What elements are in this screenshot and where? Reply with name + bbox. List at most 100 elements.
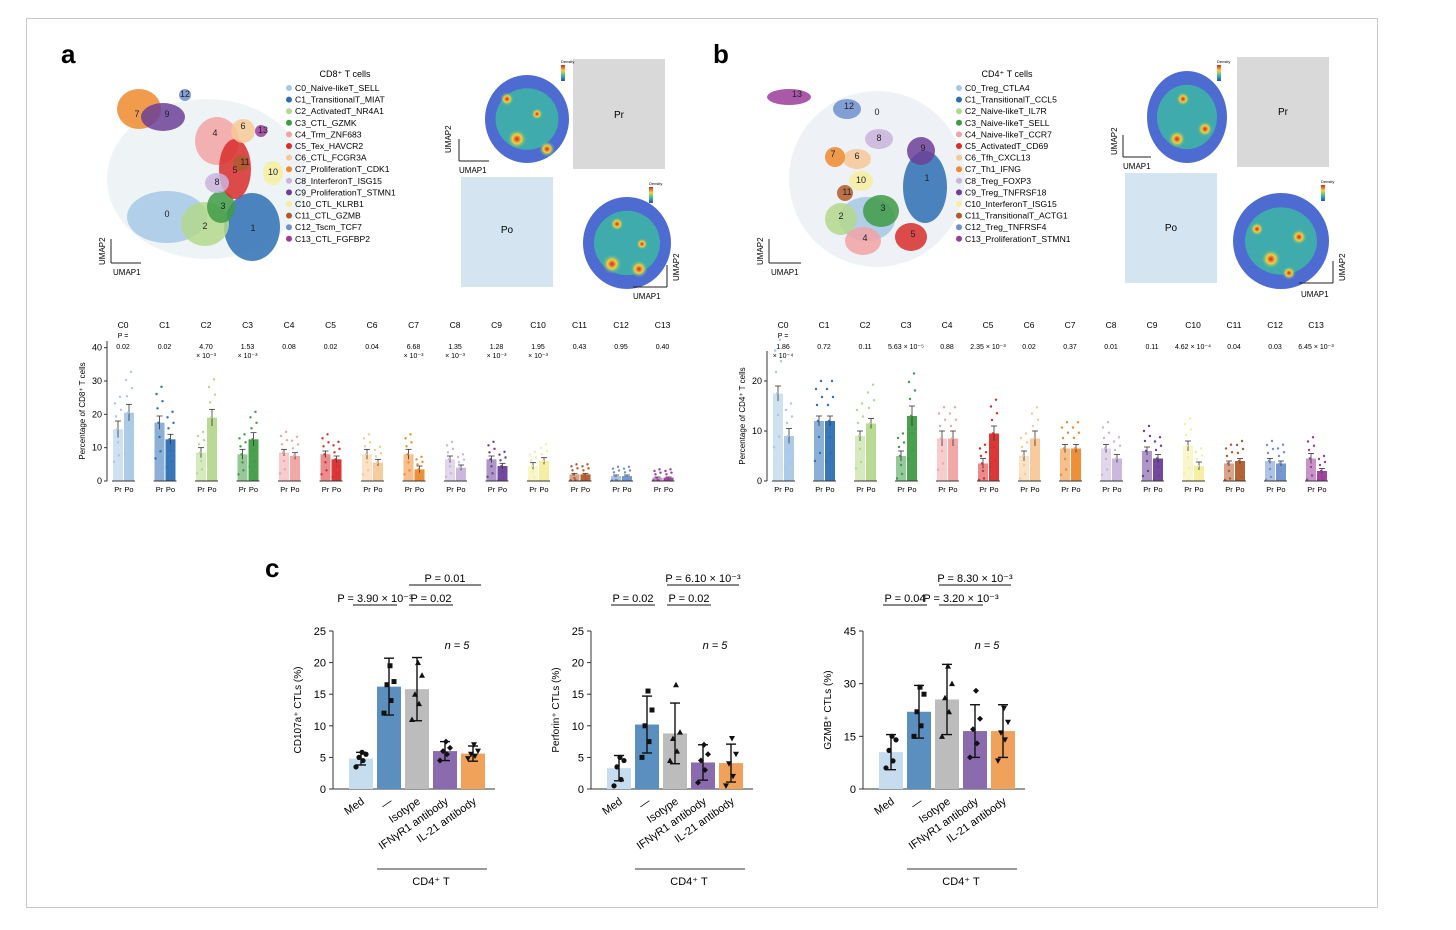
- legend-dot: [956, 224, 962, 231]
- data-point: [168, 438, 171, 441]
- data-point: [405, 445, 408, 448]
- series-label: Po: [415, 485, 424, 494]
- data-point: [937, 412, 941, 415]
- legend-dot: [286, 119, 292, 126]
- data-point: [628, 469, 632, 472]
- data-point: [410, 441, 413, 444]
- bar: [207, 417, 217, 481]
- data-point: [123, 452, 127, 455]
- data-point: [1073, 447, 1077, 450]
- legend-item-label: C12_Treg_TNFRSF4: [965, 222, 1047, 232]
- data-point: [1308, 457, 1312, 460]
- data-point: [1101, 426, 1105, 429]
- data-point: [1183, 422, 1187, 426]
- umap-cluster: [263, 161, 283, 185]
- data-point: [200, 468, 204, 471]
- data-point: [570, 465, 573, 468]
- data-point: [459, 471, 463, 475]
- data-point: [677, 729, 683, 735]
- data-point: [202, 438, 206, 442]
- data-point: [419, 478, 422, 481]
- legend-dot: [286, 189, 292, 196]
- cluster-header: C13: [655, 320, 671, 330]
- data-point: [977, 715, 983, 722]
- legend-item-label: C6_Tfh_CXCL13: [965, 153, 1031, 163]
- data-point: [291, 447, 295, 450]
- density-cd8: Pr Po Density Density UMAP1 UMAP2 UMAP1 …: [444, 59, 681, 301]
- legend-item-label: C11_CTL_GZMB: [295, 211, 361, 221]
- data-point: [1025, 441, 1029, 444]
- data-point: [901, 432, 905, 435]
- data-point: [1267, 459, 1271, 463]
- data-point: [1115, 465, 1119, 469]
- data-point: [943, 418, 947, 421]
- data-point: [815, 403, 819, 407]
- series-label: Po: [166, 485, 175, 494]
- bar: [248, 439, 259, 481]
- data-point: [1033, 449, 1037, 453]
- n-label: n = 5: [975, 640, 1001, 652]
- data-point: [991, 432, 995, 435]
- data-point: [327, 441, 330, 444]
- data-point: [462, 458, 466, 461]
- data-point: [827, 419, 831, 423]
- series-label: Po: [948, 485, 957, 494]
- data-point: [154, 457, 157, 460]
- data-point: [1118, 444, 1122, 447]
- bar: [196, 452, 206, 481]
- data-point: [941, 462, 945, 465]
- data-point: [1152, 478, 1156, 481]
- data-point: [321, 437, 324, 440]
- umap-cluster-label: 12: [180, 89, 190, 99]
- series-label: Po: [332, 485, 341, 494]
- bar: [1265, 461, 1275, 481]
- data-point: [951, 449, 955, 453]
- data-point: [492, 440, 495, 444]
- data-point: [1024, 432, 1028, 435]
- comparison-label: P = 8.30 × 10⁻³: [937, 573, 1013, 585]
- data-point: [198, 451, 202, 454]
- data-point: [1309, 465, 1313, 469]
- legend-dot: [956, 131, 962, 138]
- bar: [528, 466, 538, 481]
- data-point: [1005, 719, 1011, 726]
- bar-chart-cd8: 0 10 20 30 40 Percentage of CD8⁺ T cells C0 P =…: [78, 320, 675, 494]
- data-point: [1074, 457, 1078, 461]
- cluster-header: C13: [1308, 320, 1324, 330]
- p-value: 1.28: [490, 344, 504, 351]
- legend-dot: [956, 189, 962, 196]
- panel-letter-b: b: [713, 39, 729, 69]
- data-point: [323, 453, 326, 456]
- density-hotspot: [630, 260, 648, 278]
- data-point: [988, 466, 992, 469]
- comparison-label: P = 0.02: [612, 593, 653, 605]
- data-point: [613, 474, 617, 478]
- density-hotspot: [1261, 249, 1281, 269]
- data-point: [362, 437, 366, 440]
- data-point: [419, 672, 425, 678]
- data-point: [872, 399, 876, 402]
- legend-item-label: C12_Tscm_TCF7: [295, 222, 362, 232]
- data-point: [1157, 474, 1161, 477]
- series-label: Pr: [774, 485, 782, 494]
- series-label: Po: [1235, 485, 1244, 494]
- data-point: [404, 437, 407, 440]
- series-label: Pr: [815, 485, 823, 494]
- data-point: [125, 395, 129, 398]
- data-point: [197, 443, 201, 446]
- density-hotspot: [1291, 229, 1307, 245]
- data-point: [1199, 447, 1203, 450]
- data-point: [1310, 474, 1314, 477]
- data-point: [866, 391, 870, 394]
- umap-cluster: [207, 191, 235, 223]
- density-hotspot: [1176, 92, 1190, 106]
- data-point: [443, 738, 449, 745]
- data-point: [545, 449, 549, 453]
- data-point: [1070, 473, 1074, 476]
- data-point: [952, 462, 956, 465]
- umap-cluster: [224, 193, 280, 261]
- data-point: [1062, 447, 1066, 450]
- x-tick-label: —: [637, 796, 653, 812]
- legend-dot: [956, 201, 962, 207]
